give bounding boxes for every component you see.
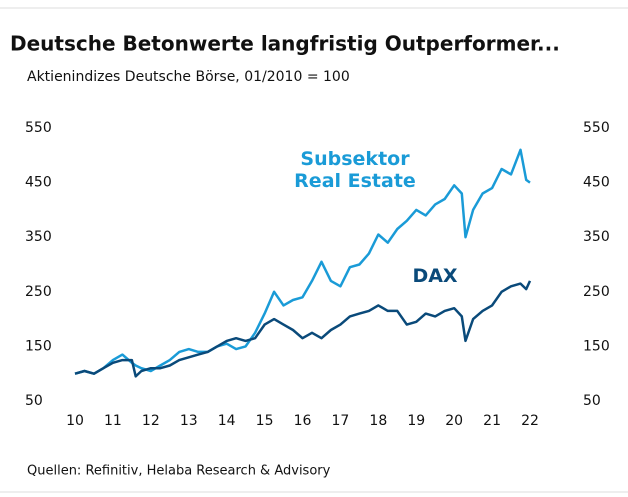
y-tick-label: 150 bbox=[25, 338, 52, 354]
series-line bbox=[74, 280, 532, 378]
y-tick-label: 350 bbox=[25, 229, 52, 245]
y2-tick-label: 450 bbox=[583, 175, 610, 191]
x-tick-label: 21 bbox=[483, 413, 501, 429]
y-tick-label: 550 bbox=[25, 120, 52, 136]
y2-tick-label: 350 bbox=[583, 229, 610, 245]
x-tick-label: 19 bbox=[407, 413, 425, 429]
series-label: DAX bbox=[412, 265, 458, 287]
chart-subtitle: Aktienindizes Deutsche Börse, 01/2010 = … bbox=[27, 69, 350, 85]
x-tick-label: 17 bbox=[332, 413, 350, 429]
x-tick-label: 13 bbox=[180, 413, 198, 429]
x-tick-label: 18 bbox=[369, 413, 387, 429]
chart-title: Deutsche Betonwerte langfristig Outperfo… bbox=[10, 32, 560, 56]
y2-tick-label: 250 bbox=[583, 284, 610, 300]
y2-tick-label: 550 bbox=[583, 120, 610, 136]
y-tick-label: 450 bbox=[25, 175, 52, 191]
x-tick-label: 16 bbox=[294, 413, 312, 429]
source: Quellen: Refinitiv, Helaba Research & Ad… bbox=[27, 464, 331, 479]
x-tick-label: 22 bbox=[521, 413, 539, 429]
y-tick-label: 50 bbox=[25, 393, 43, 409]
y2-tick-label: 50 bbox=[583, 393, 601, 409]
x-tick-label: 15 bbox=[256, 413, 274, 429]
x-tick-label: 11 bbox=[104, 413, 122, 429]
y2-tick-label: 150 bbox=[583, 338, 610, 354]
x-tick-label: 20 bbox=[445, 413, 463, 429]
x-tick-label: 10 bbox=[66, 413, 84, 429]
x-tick-label: 14 bbox=[218, 413, 236, 429]
series-label: Subsektor Real Estate bbox=[294, 148, 416, 192]
x-tick-label: 12 bbox=[142, 413, 160, 429]
y-tick-label: 250 bbox=[25, 284, 52, 300]
